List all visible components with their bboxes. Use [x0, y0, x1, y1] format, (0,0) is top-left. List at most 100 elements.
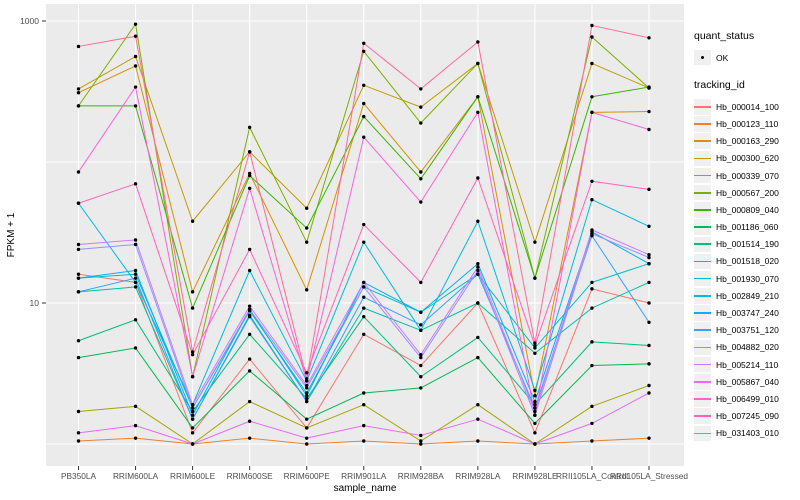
legend-entry: Hb_001930_070	[694, 270, 800, 287]
legend-entry: Hb_000014_100	[694, 98, 800, 115]
legend-entry-label: Hb_003747_240	[716, 308, 779, 319]
series-color-line-icon	[694, 209, 711, 211]
legend-key-swatch	[694, 270, 711, 287]
data-point	[590, 35, 594, 39]
data-point	[476, 95, 480, 99]
data-point	[647, 224, 651, 228]
legend-entry: Hb_001518_020	[694, 253, 800, 270]
data-point	[133, 268, 138, 273]
data-point	[533, 413, 537, 417]
data-point	[190, 409, 195, 414]
data-point	[476, 176, 480, 180]
data-point	[590, 340, 594, 344]
data-point	[647, 436, 651, 440]
data-point	[476, 355, 480, 360]
data-point	[362, 41, 366, 45]
data-point	[590, 228, 594, 232]
data-point	[590, 232, 594, 236]
data-point	[190, 290, 195, 294]
data-point	[190, 426, 195, 430]
data-point	[247, 186, 252, 191]
data-point	[647, 187, 651, 192]
data-point	[476, 335, 480, 340]
data-point	[362, 135, 366, 139]
legend-key-swatch	[694, 305, 711, 321]
data-point	[76, 431, 81, 435]
data-point	[590, 23, 594, 28]
data-point	[533, 351, 537, 355]
data-point	[76, 409, 81, 414]
series-color-line-icon	[694, 329, 711, 332]
data-point	[647, 362, 651, 366]
x-axis-title: sample_name	[334, 483, 397, 494]
data-point	[76, 104, 81, 108]
series-color-line-icon	[694, 260, 711, 263]
data-point	[190, 402, 195, 407]
legend-entry-label: Hb_000809_040	[716, 204, 779, 215]
data-point	[247, 369, 252, 373]
series-color-line-icon	[694, 380, 711, 383]
data-point	[305, 396, 309, 401]
legend-entry-label: Hb_001930_070	[716, 273, 779, 284]
series-color-line-icon	[694, 105, 711, 108]
data-point	[247, 125, 252, 130]
data-point	[476, 301, 480, 305]
legend-key-swatch	[694, 184, 711, 201]
data-point	[476, 402, 480, 407]
tracking-id-entries: Hb_000014_100 Hb_000123_110 Hb_000163_290 H…	[694, 98, 800, 442]
legend-key-swatch	[694, 150, 711, 167]
data-point	[190, 350, 195, 354]
data-point	[305, 377, 309, 381]
data-point	[647, 109, 651, 114]
data-point	[133, 182, 138, 186]
data-point	[76, 276, 81, 280]
legend-entry: Hb_000163_290	[694, 133, 800, 150]
data-point	[362, 332, 366, 336]
legend-entry-label: Hb_001518_020	[716, 256, 779, 267]
data-point	[133, 436, 138, 440]
series-color-line-icon	[694, 191, 711, 194]
legend-key-swatch	[694, 288, 711, 304]
data-point	[76, 170, 81, 174]
point-icon	[700, 55, 705, 60]
data-point	[647, 383, 651, 388]
data-point	[419, 105, 423, 109]
x-tick-label: PB350LA	[61, 471, 97, 481]
data-point	[419, 352, 423, 357]
legend-key-swatch	[694, 374, 711, 390]
data-point	[362, 423, 366, 428]
data-point	[533, 399, 537, 404]
data-point	[647, 391, 651, 395]
y-axis-title: FPKM + 1	[6, 212, 17, 257]
series-color-line-icon	[694, 363, 711, 366]
legend-entry: Hb_005214_110	[694, 356, 800, 373]
data-point	[247, 304, 252, 308]
legend-key-swatch	[694, 116, 711, 132]
data-point	[590, 421, 594, 426]
data-point	[247, 399, 252, 404]
legend-key-swatch	[694, 391, 711, 407]
legend-entry: Hb_000123_110	[694, 115, 800, 132]
data-point	[362, 280, 366, 285]
legend-entry: Hb_001514_190	[694, 236, 800, 253]
legend-key-swatch	[694, 133, 711, 149]
legend-key-swatch	[694, 322, 711, 338]
data-point	[247, 307, 252, 312]
data-point	[76, 247, 81, 252]
data-point	[362, 402, 366, 407]
data-point	[533, 341, 537, 345]
data-point	[419, 375, 423, 379]
x-tick-label: RRIM600PE	[284, 471, 331, 481]
legend-key-swatch	[694, 425, 711, 442]
legend-key-swatch	[694, 356, 711, 373]
legend-entry: Hb_006499_010	[694, 390, 800, 407]
data-point	[305, 436, 309, 440]
legend-entry-label: Hb_007245_090	[716, 411, 779, 422]
legend-entry-label: Hb_002849_210	[716, 290, 779, 301]
legend-entry-label: Hb_006499_010	[716, 393, 779, 404]
data-point	[305, 240, 309, 244]
data-point	[476, 261, 480, 266]
data-point	[133, 272, 138, 276]
data-point	[305, 206, 309, 210]
